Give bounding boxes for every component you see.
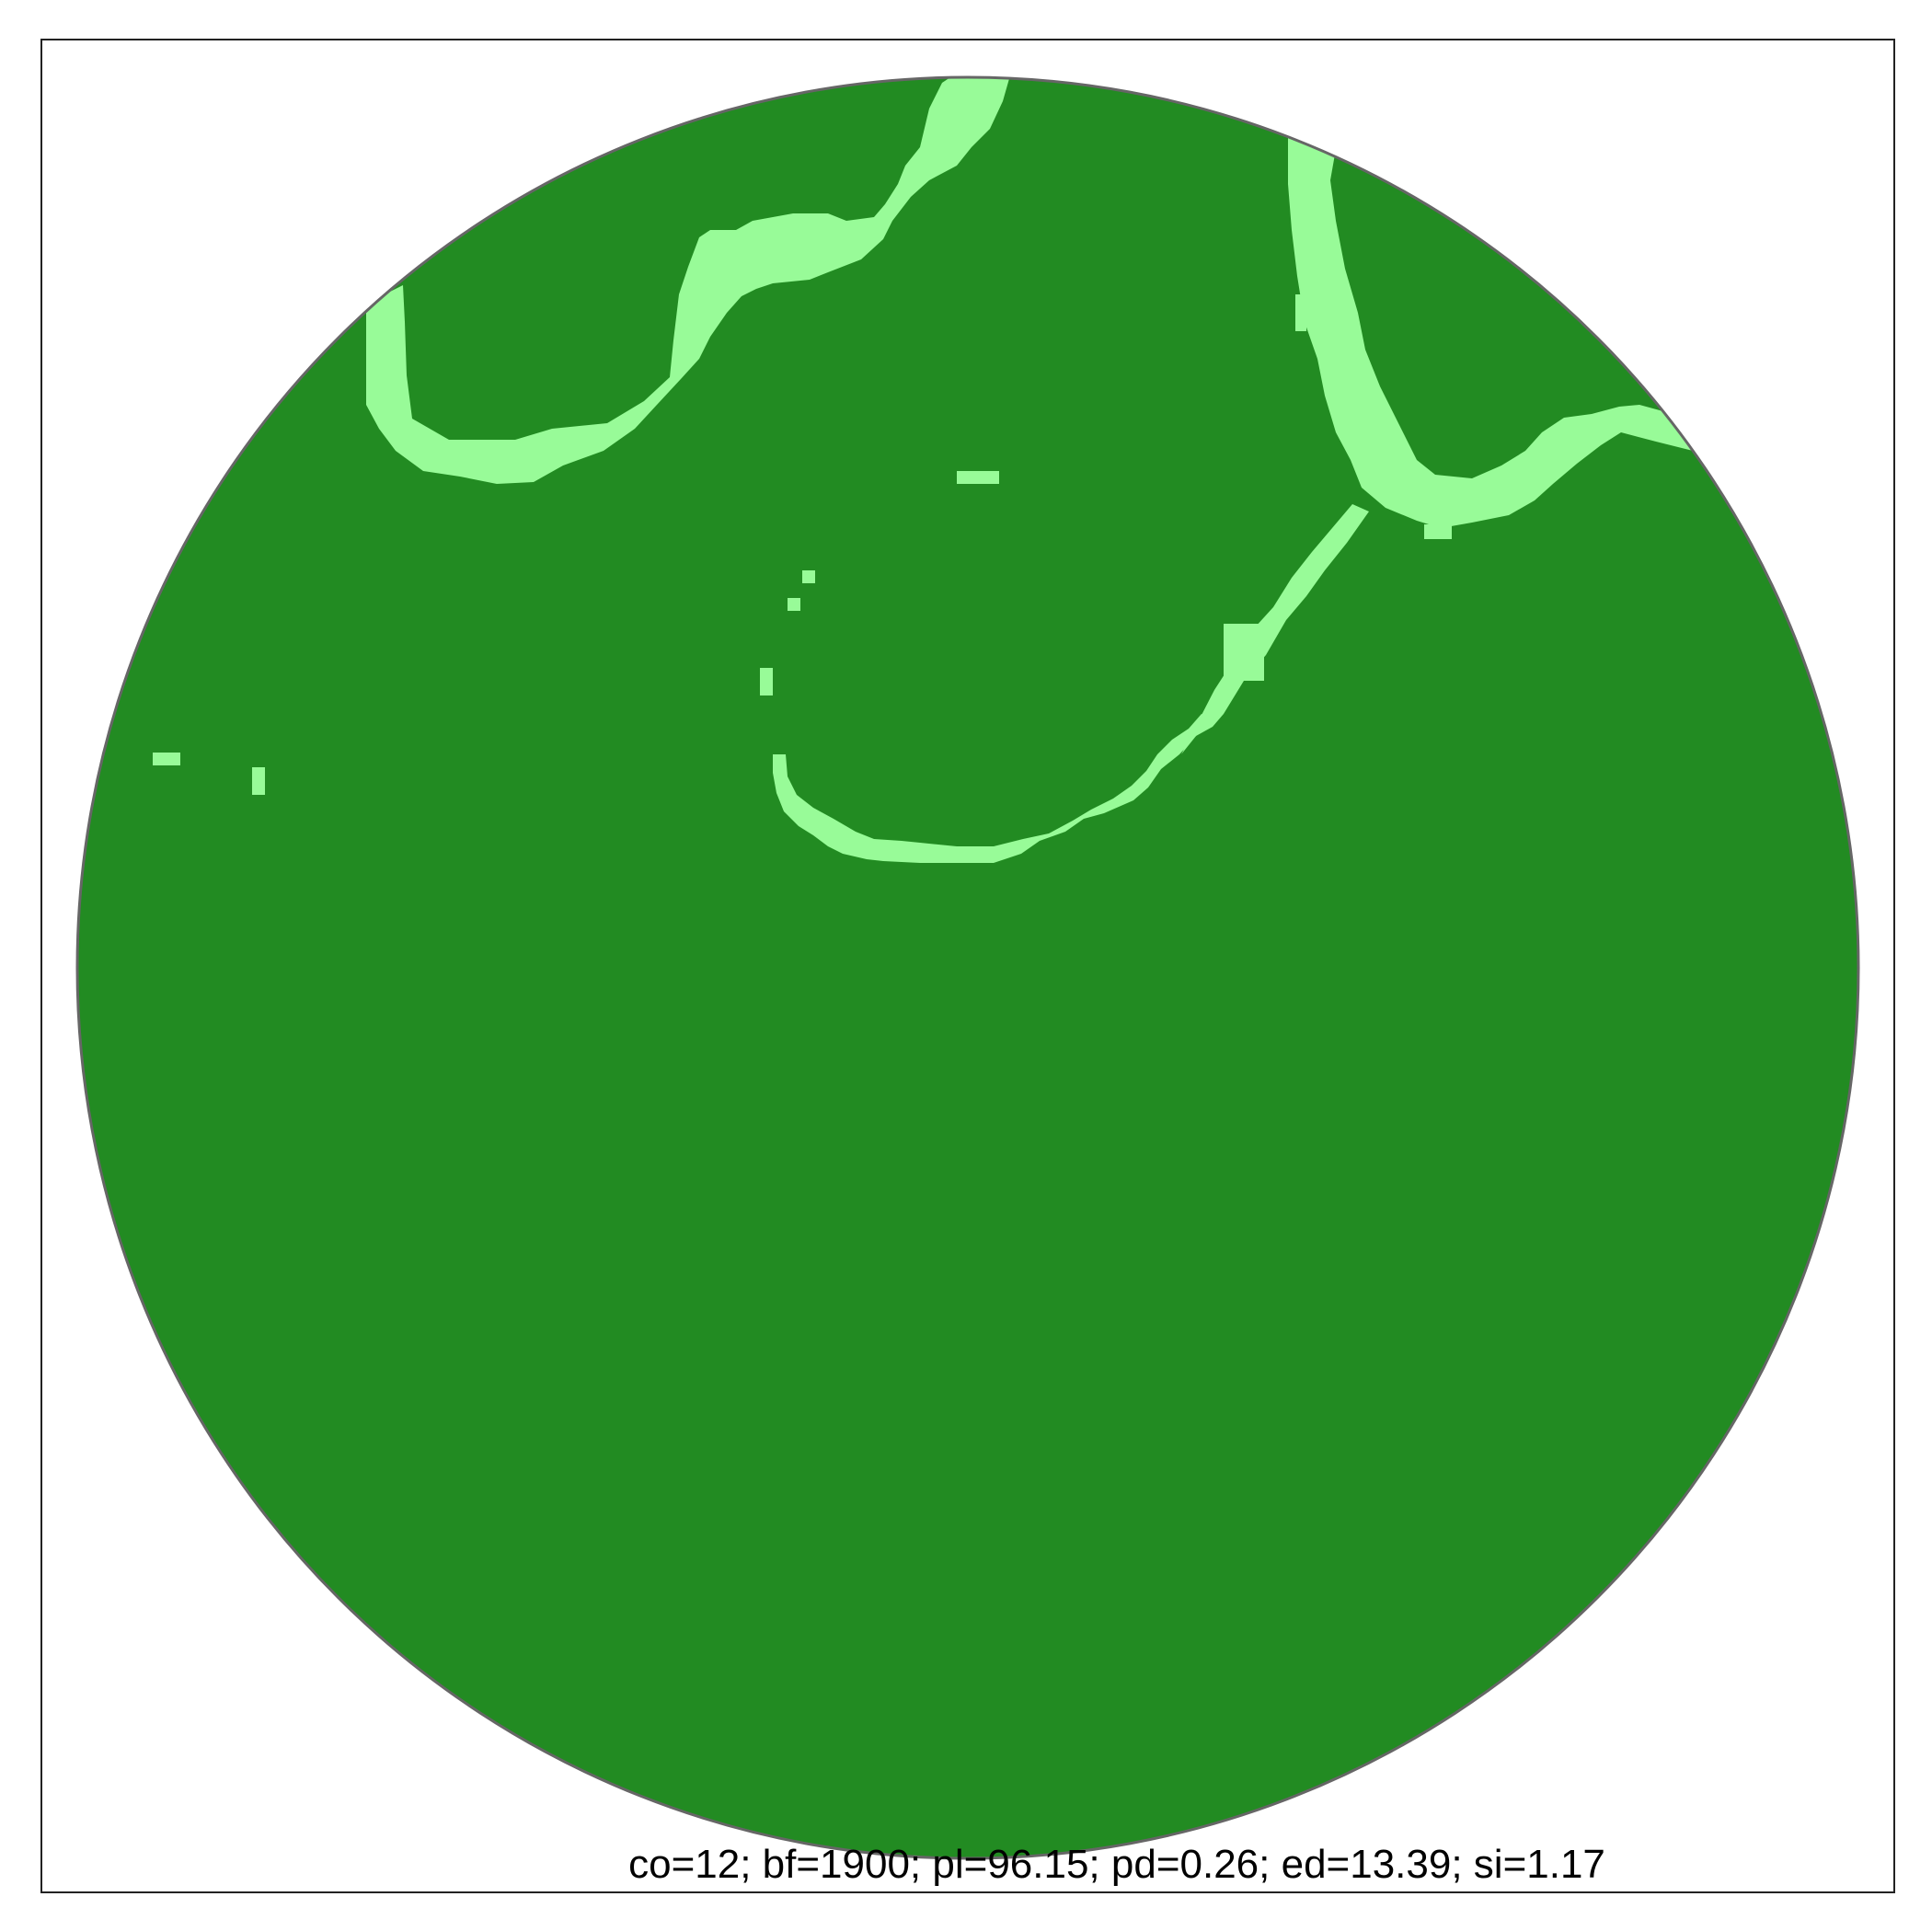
- stats-label: co=12; bf=1900; pl=96.15; pd=0.26; ed=13…: [628, 1842, 1605, 1887]
- nonforest-speck: [153, 753, 180, 765]
- nonforest-speck: [957, 471, 999, 484]
- nonforest-patches: [153, 77, 1698, 863]
- boundary-circle: [75, 75, 1860, 1860]
- nonforest-speck: [760, 668, 773, 695]
- nonforest-band-upper-right: [1288, 134, 1698, 528]
- nonforest-speck: [788, 598, 800, 611]
- nonforest-blob: [1224, 624, 1264, 681]
- nonforest-speck: [1424, 524, 1452, 539]
- nonforest-connector: [1181, 504, 1369, 754]
- nonforest-band-upper-left: [366, 77, 1010, 484]
- nonforest-speck: [802, 570, 815, 583]
- nonforest-speck: [1295, 294, 1306, 331]
- nonforest-speck: [1290, 175, 1301, 202]
- forest-disc: [77, 77, 1858, 1858]
- nonforest-speck: [252, 767, 265, 795]
